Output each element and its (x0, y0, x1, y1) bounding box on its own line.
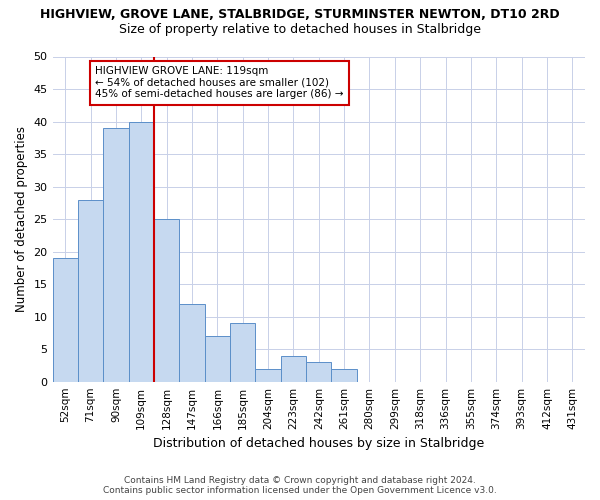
Text: Size of property relative to detached houses in Stalbridge: Size of property relative to detached ho… (119, 22, 481, 36)
Y-axis label: Number of detached properties: Number of detached properties (15, 126, 28, 312)
Bar (78, 200, 103, 382)
Bar (128, 122, 154, 382)
Bar (281, 356, 306, 382)
Text: HIGHVIEW, GROVE LANE, STALBRIDGE, STURMINSTER NEWTON, DT10 2RD: HIGHVIEW, GROVE LANE, STALBRIDGE, STURMI… (40, 8, 560, 20)
Text: Contains HM Land Registry data © Crown copyright and database right 2024.
Contai: Contains HM Land Registry data © Crown c… (103, 476, 497, 495)
Bar (154, 219, 179, 382)
X-axis label: Distribution of detached houses by size in Stalbridge: Distribution of detached houses by size … (153, 437, 484, 450)
Bar (306, 362, 331, 382)
Bar (205, 336, 230, 382)
Bar (331, 368, 357, 382)
Bar (103, 128, 128, 382)
Bar (256, 368, 281, 382)
Bar (179, 304, 205, 382)
Bar (53, 258, 78, 382)
Text: HIGHVIEW GROVE LANE: 119sqm
← 54% of detached houses are smaller (102)
45% of se: HIGHVIEW GROVE LANE: 119sqm ← 54% of det… (95, 66, 344, 100)
Bar (230, 323, 256, 382)
